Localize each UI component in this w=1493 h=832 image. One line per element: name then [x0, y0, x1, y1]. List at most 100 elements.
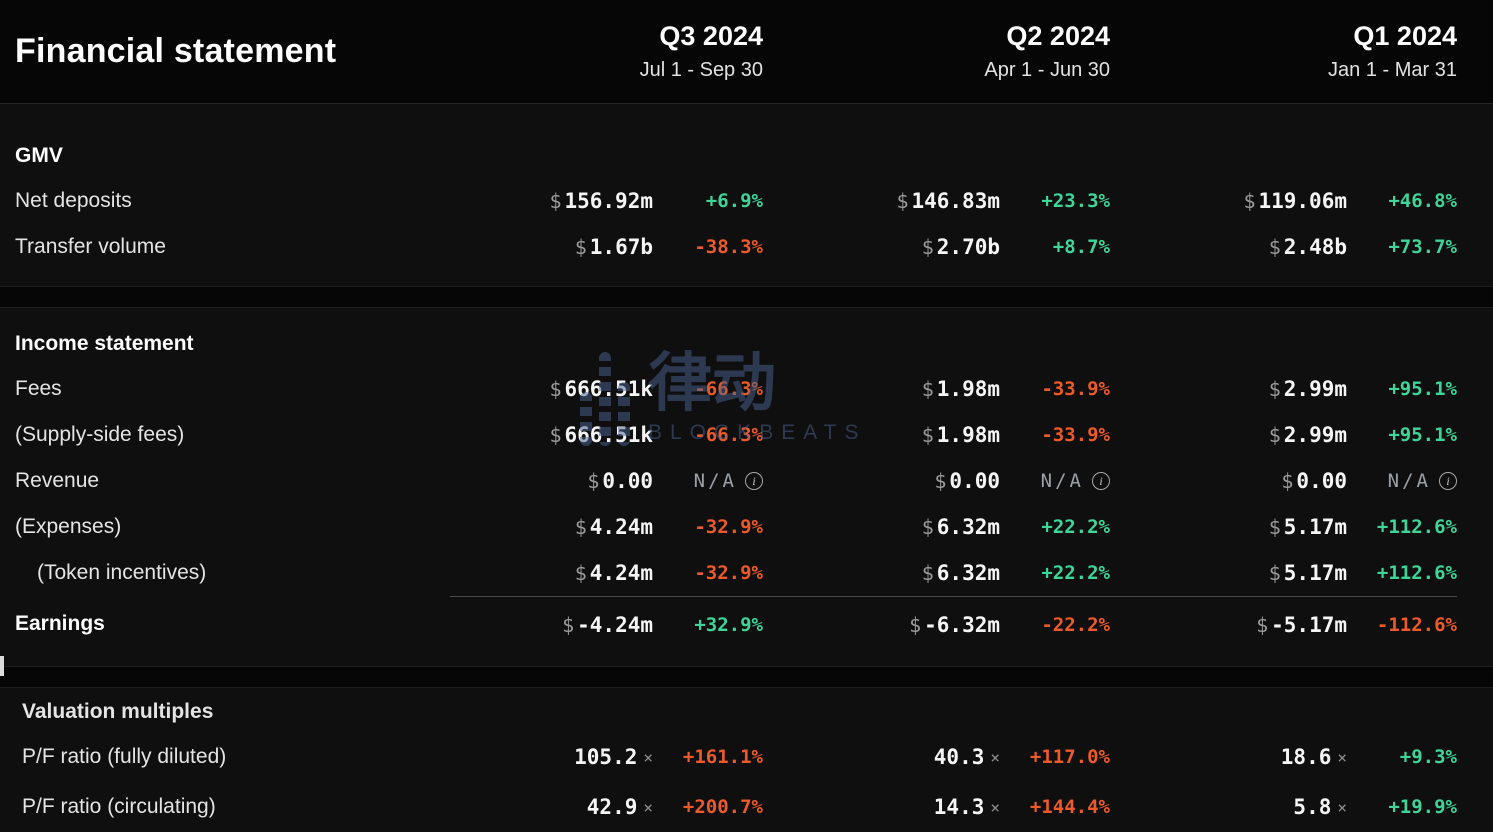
currency-symbol: $: [921, 377, 934, 401]
value-number: 119.06m: [1258, 189, 1347, 213]
value-number: 5.17m: [1283, 561, 1347, 585]
change-percent: +95.1%: [1388, 378, 1457, 400]
row-label: Net deposits: [15, 189, 132, 212]
table-row-totals: Earnings $ -4.24m +32.9% $ -6.32m -22.2% $…: [15, 596, 1457, 652]
metric-change: -33.9%: [1000, 366, 1110, 412]
change-percent: +200.7%: [682, 796, 763, 818]
column-header-q1-2024: Q1 2024 Jan 1 - Mar 31: [1110, 21, 1457, 82]
metric-change: N/A i: [653, 458, 763, 504]
value-number: 2.99m: [1283, 377, 1347, 401]
table-row: Transfer volume $1.67b -38.3% $2.70b +8.…: [15, 224, 1457, 270]
metric-value: $0.00: [763, 458, 1000, 504]
metric-change: +112.6%: [1347, 504, 1457, 550]
quarter-date-range: Apr 1 - Jun 30: [984, 59, 1110, 81]
currency-symbol: $: [921, 235, 934, 259]
metric-value: $1.98m: [763, 366, 1000, 412]
metric-change: -33.9%: [1000, 412, 1110, 458]
value-number: 40.3: [933, 745, 985, 769]
change-percent: N/A: [1387, 470, 1431, 492]
metric-change: -66.3%: [653, 366, 763, 412]
metric-change: -112.6%: [1347, 596, 1457, 652]
currency-symbol: $: [549, 377, 562, 401]
section-header: Income statement: [15, 332, 194, 355]
currency-symbol: $: [909, 612, 922, 637]
info-icon[interactable]: i: [1439, 472, 1457, 490]
section-header: GMV: [15, 144, 63, 167]
value-number: 6.32m: [936, 561, 1000, 585]
value-number: 0.00: [602, 469, 653, 493]
info-icon[interactable]: i: [745, 472, 763, 490]
change-percent: +6.9%: [705, 190, 763, 212]
currency-symbol: $: [562, 612, 575, 637]
metric-change: +22.2%: [1000, 550, 1110, 596]
column-header-q3-2024: Q3 2024 Jul 1 - Sep 30: [450, 21, 763, 82]
metric-change: +19.9%: [1347, 782, 1457, 832]
change-percent: -66.3%: [694, 378, 763, 400]
quarter-label: Q2 2024: [1006, 21, 1110, 51]
change-percent: +95.1%: [1388, 424, 1457, 446]
multiplier-suffix: ×: [1337, 797, 1347, 817]
currency-symbol: $: [587, 469, 600, 493]
change-percent: -33.9%: [1041, 424, 1110, 446]
metric-value: $5.17m: [1110, 504, 1347, 550]
currency-symbol: $: [574, 515, 587, 539]
currency-symbol: $: [549, 423, 562, 447]
currency-symbol: $: [1268, 423, 1281, 447]
metric-value: $1.98m: [763, 412, 1000, 458]
value-number: 42.9: [586, 795, 638, 819]
metric-value: $ -6.32m: [763, 596, 1000, 652]
quarter-label: Q3 2024: [659, 21, 763, 51]
metric-value: $5.17m: [1110, 550, 1347, 596]
section-divider: [0, 666, 1493, 688]
change-percent: +32.9%: [694, 613, 763, 636]
metric-change: -66.3%: [653, 412, 763, 458]
value-number: 2.99m: [1283, 423, 1347, 447]
change-percent: +22.2%: [1041, 516, 1110, 538]
currency-symbol: $: [1268, 561, 1281, 585]
metric-value: $ -4.24m: [450, 596, 653, 652]
change-percent: +23.3%: [1041, 190, 1110, 212]
value-number: 4.24m: [589, 515, 653, 539]
metric-change: +161.1%: [653, 732, 763, 782]
value-number: 14.3: [933, 795, 985, 819]
table-row: (Expenses) $4.24m -32.9% $6.32m +22.2% $…: [15, 504, 1457, 550]
metric-value: $666.51k: [450, 366, 653, 412]
value-number: 1.98m: [936, 423, 1000, 447]
quarter-date-range: Jul 1 - Sep 30: [639, 59, 763, 81]
metric-value: 42.9 ×: [450, 782, 653, 832]
currency-symbol: $: [896, 189, 909, 213]
change-percent: +22.2%: [1041, 562, 1110, 584]
currency-symbol: $: [1281, 469, 1294, 493]
row-label: Fees: [15, 377, 62, 400]
metric-value: $ -5.17m: [1110, 596, 1347, 652]
left-edge-marker: [0, 656, 4, 676]
value-number: 4.24m: [589, 561, 653, 585]
metric-change: +32.9%: [653, 596, 763, 652]
metric-value: $146.83m: [763, 178, 1000, 224]
value-number: 18.6: [1280, 745, 1332, 769]
currency-symbol: $: [1256, 612, 1269, 637]
change-percent: +19.9%: [1388, 796, 1457, 818]
row-label: Transfer volume: [15, 235, 166, 258]
metric-change: -22.2%: [1000, 596, 1110, 652]
value-number: 1.67b: [589, 235, 653, 259]
section-header: Valuation multiples: [22, 700, 214, 723]
change-percent: -22.2%: [1041, 613, 1110, 636]
info-icon[interactable]: i: [1092, 472, 1110, 490]
change-percent: +112.6%: [1376, 516, 1457, 538]
change-percent: N/A: [693, 470, 737, 492]
change-percent: -66.3%: [694, 424, 763, 446]
metric-change: +46.8%: [1347, 178, 1457, 224]
metric-value: $156.92m: [450, 178, 653, 224]
row-label: (Supply-side fees): [15, 423, 185, 446]
change-percent: +117.0%: [1029, 746, 1110, 768]
value-number: 0.00: [1296, 469, 1347, 493]
metric-change: +73.7%: [1347, 224, 1457, 270]
metric-change: +22.2%: [1000, 504, 1110, 550]
value-number: -5.17m: [1271, 612, 1347, 637]
change-percent: +161.1%: [682, 746, 763, 768]
table-header: Financial statement Q3 2024 Jul 1 - Sep …: [0, 0, 1493, 104]
metric-change: -32.9%: [653, 504, 763, 550]
metric-value: $2.99m: [1110, 412, 1347, 458]
